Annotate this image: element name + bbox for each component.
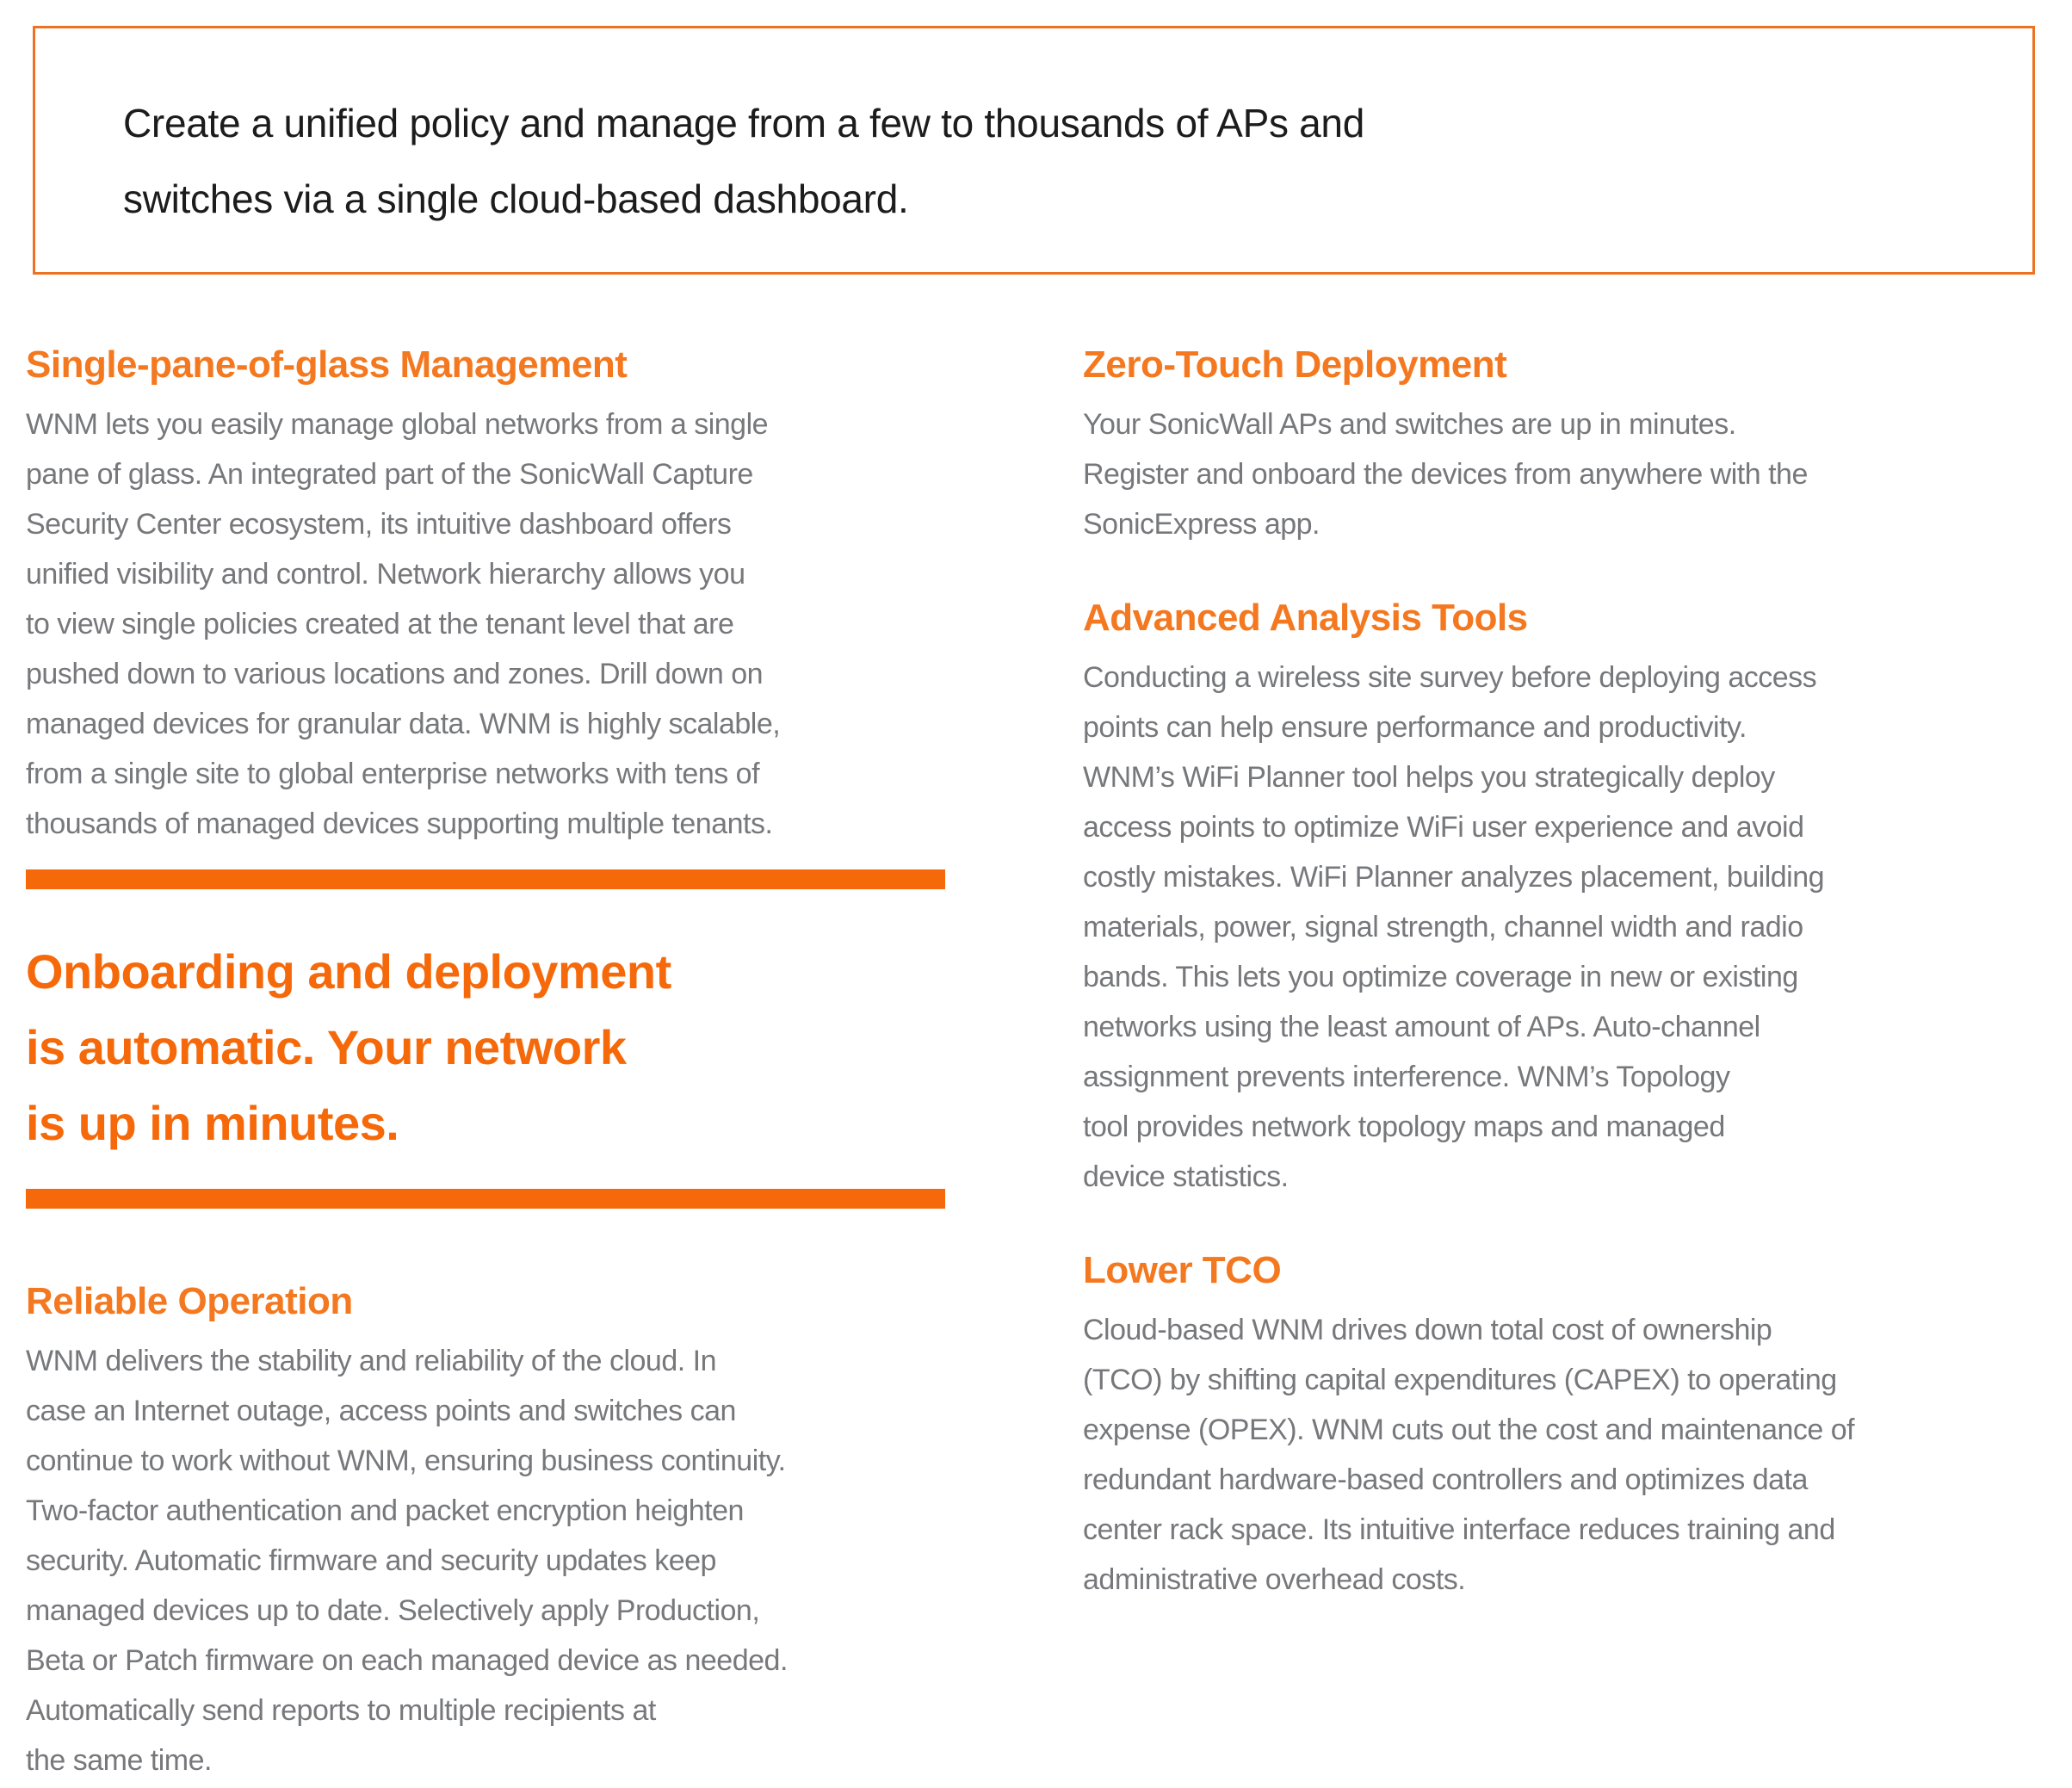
section-body-lower-tco: Cloud-based WNM drives down total cost o… (1083, 1314, 1855, 1596)
callout-box: Create a unified policy and manage from … (33, 26, 2035, 275)
section-body-reliable-operation: WNM delivers the stability and reliabili… (26, 1345, 788, 1777)
right-column: Zero-Touch Deployment Your SonicWall APs… (1083, 341, 2030, 1605)
section-title-advanced-analysis-tools: Advanced Analysis Tools (1083, 597, 1528, 639)
section-title-single-pane-of-glass-management: Single-pane-of-glass Management (26, 343, 628, 386)
pull-quote-top-rule (26, 869, 945, 889)
pull-quote-bottom-rule (26, 1189, 945, 1209)
section-body-single-pane-of-glass-management: WNM lets you easily manage global networ… (26, 408, 781, 840)
section-body-advanced-analysis-tools: Conducting a wireless site survey before… (1083, 661, 1825, 1193)
section-title-lower-tco: Lower TCO (1083, 1249, 1282, 1291)
section-title-zero-touch-deployment: Zero-Touch Deployment (1083, 343, 1507, 386)
left-column: Single-pane-of-glass Management WNM lets… (26, 341, 992, 1785)
section-body-zero-touch-deployment: Your SonicWall APs and switches are up i… (1083, 408, 1808, 541)
pull-quote: Onboarding and deployment is automatic. … (26, 944, 671, 1150)
section-title-reliable-operation: Reliable Operation (26, 1280, 353, 1322)
callout-text: Create a unified policy and manage from … (123, 101, 1364, 221)
